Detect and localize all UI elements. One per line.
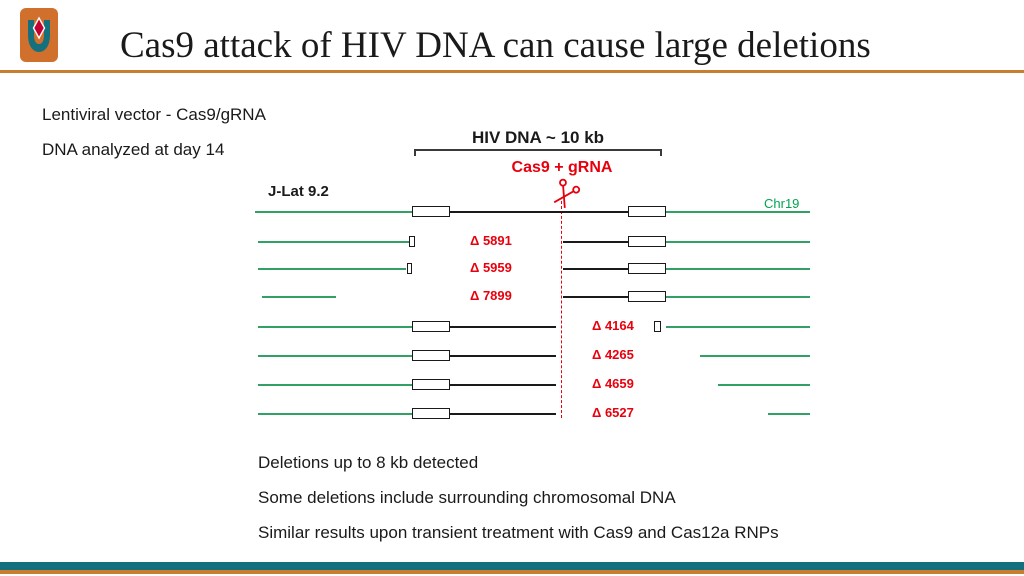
deletion-size-label: Δ 4265	[592, 347, 634, 362]
ltr-box	[628, 236, 666, 247]
ltr-remnant-box	[654, 321, 661, 332]
university-logo	[20, 8, 58, 62]
chromosome-line	[258, 241, 409, 243]
ltr-box	[628, 263, 666, 274]
ltr-box	[412, 408, 450, 419]
hiv-dna-line	[450, 325, 556, 328]
chromosome-line	[666, 268, 810, 270]
chromosome-line	[258, 384, 412, 386]
cas9-grna-label: Cas9 + gRNA	[511, 159, 613, 176]
deletion-size-label: Δ 5959	[470, 260, 512, 275]
chromosome-line	[768, 413, 810, 415]
footer-teal-bar	[0, 562, 1024, 570]
chromosome-line	[666, 241, 810, 243]
ltr-box	[412, 206, 450, 217]
chromosome-line	[258, 413, 412, 415]
bullet-chromosomal-dna: Some deletions include surrounding chrom…	[258, 488, 676, 507]
ltr-remnant-box	[407, 263, 412, 274]
chromosome-label: Chr19	[764, 196, 800, 211]
ltr-box	[412, 350, 450, 361]
intro-line-vector: Lentiviral vector - Cas9/gRNA	[42, 105, 266, 124]
scissors-icon	[553, 178, 581, 209]
footer-orange-bar	[0, 570, 1024, 574]
bullet-deletions-detected: Deletions up to 8 kb detected	[258, 453, 479, 472]
intro-line-day: DNA analyzed at day 14	[42, 140, 225, 159]
hiv-dna-line	[450, 210, 628, 213]
hiv-dna-line	[563, 295, 628, 298]
chromosome-line	[666, 326, 810, 328]
cut-site-dashed-line	[561, 201, 562, 418]
deletion-size-label: Δ 6527	[592, 405, 634, 420]
chromosome-line	[700, 355, 810, 357]
chromosome-line	[718, 384, 810, 386]
hiv-dna-size-label: HIV DNA ~ 10 kb	[471, 128, 605, 147]
deletion-size-label: Δ 4164	[592, 318, 634, 333]
hiv-dna-line	[563, 267, 628, 270]
chromosome-line	[666, 296, 810, 298]
deletion-size-label: Δ 5891	[470, 233, 512, 248]
deletion-size-label: Δ 4659	[592, 376, 634, 391]
logo-diamond-icon	[32, 16, 46, 40]
chromosome-line	[255, 211, 412, 213]
ltr-box	[628, 291, 666, 302]
chromosome-line	[258, 355, 412, 357]
ltr-box	[628, 206, 666, 217]
page-title: Cas9 attack of HIV DNA can cause large d…	[120, 25, 871, 66]
ltr-box	[412, 379, 450, 390]
bullet-transient-treatment: Similar results upon transient treatment…	[258, 523, 779, 542]
deletion-size-label: Δ 7899	[470, 288, 512, 303]
cell-line-label: J-Lat 9.2	[268, 183, 329, 200]
ltr-box	[412, 321, 450, 332]
hiv-dna-line	[563, 240, 628, 243]
header-divider	[0, 70, 1024, 73]
hiv-dna-bracket	[414, 149, 662, 156]
chromosome-line	[666, 211, 810, 213]
hiv-dna-line	[450, 354, 556, 357]
chromosome-line	[258, 326, 412, 328]
chromosome-line	[258, 268, 406, 270]
summary-bullets: Deletions up to 8 kb detected Some delet…	[258, 445, 779, 550]
hiv-dna-line	[450, 412, 556, 415]
chromosome-line	[262, 296, 336, 298]
ltr-remnant-box	[409, 236, 415, 247]
hiv-dna-line	[450, 383, 556, 386]
